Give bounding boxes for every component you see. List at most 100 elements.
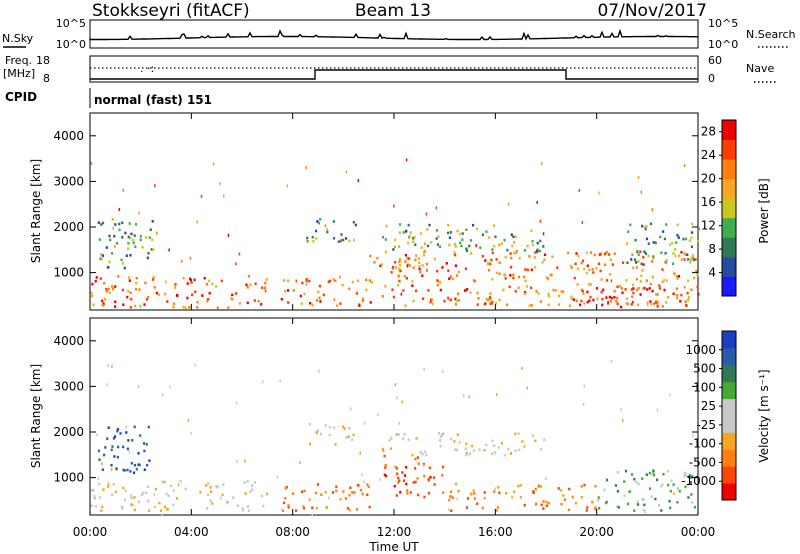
- echo-cell: [108, 260, 111, 264]
- echo-cell: [147, 499, 150, 503]
- echo-cell: [509, 252, 512, 255]
- echo-cell: [220, 279, 223, 283]
- echo-cell: [407, 438, 410, 442]
- echo-speck: [111, 364, 113, 368]
- echo-cell: [476, 502, 479, 505]
- echo-speck: [165, 280, 167, 284]
- echo-cell: [134, 304, 137, 308]
- echo-cell: [672, 252, 675, 255]
- echo-cell: [193, 278, 196, 282]
- echo-cell: [186, 296, 189, 300]
- echo-cell: [547, 292, 550, 296]
- echo-cell: [465, 451, 468, 455]
- echo-cell: [672, 483, 675, 486]
- echo-speck: [663, 278, 665, 282]
- echo-cell: [393, 245, 396, 249]
- echo-cell: [411, 453, 414, 457]
- echo-cell: [167, 494, 170, 497]
- echo-cell: [473, 497, 476, 500]
- echo-cell: [631, 266, 635, 270]
- echo-cell: [132, 238, 135, 242]
- echo-cell: [345, 237, 348, 240]
- echo-cell: [541, 261, 544, 264]
- echo-cell: [436, 243, 439, 246]
- echo-cell: [596, 297, 599, 301]
- echo-speck: [677, 487, 679, 490]
- echo-speck: [219, 182, 221, 186]
- echo-cell: [113, 234, 116, 238]
- echo-cell: [436, 229, 439, 232]
- echo-cell: [535, 249, 539, 253]
- echo-cell: [427, 478, 430, 482]
- echo-cell: [116, 455, 119, 459]
- echo-cell: [300, 490, 304, 493]
- echo-cell: [512, 276, 515, 280]
- echo-cell: [129, 503, 133, 506]
- echo-cell: [611, 263, 614, 266]
- echo-cell: [143, 449, 146, 453]
- echo-cell: [464, 447, 467, 451]
- echo-cell: [592, 298, 595, 302]
- echo-cell: [133, 508, 136, 512]
- echo-cell: [305, 278, 308, 281]
- echo-cell: [606, 279, 609, 282]
- echo-cell: [301, 281, 304, 285]
- y-tick-label: 4000: [53, 334, 84, 348]
- echo-cell: [639, 250, 642, 253]
- echo-cell: [408, 257, 411, 260]
- echo-cell: [316, 429, 319, 432]
- echo-cell: [504, 277, 507, 280]
- echo-cell: [631, 300, 634, 304]
- x-tick-label: 08:00: [275, 525, 310, 539]
- nave-tick-top: 60: [708, 54, 722, 67]
- echo-cell: [108, 291, 111, 294]
- echo-cell: [437, 235, 440, 238]
- echo-cell: [102, 302, 105, 306]
- echo-cell: [112, 437, 116, 440]
- echo-cell: [384, 474, 388, 478]
- echo-cell: [450, 509, 453, 512]
- echo-cell: [483, 491, 486, 494]
- echo-speck: [582, 402, 585, 406]
- echo-cell: [284, 487, 287, 490]
- echo-cell: [105, 290, 108, 293]
- velocity-y-ticks: 1000 2000 3000 4000: [53, 334, 698, 485]
- echo-cell: [453, 242, 456, 246]
- echo-cell: [135, 276, 138, 280]
- echo-cell: [424, 450, 427, 454]
- y-tick-label: 1000: [53, 266, 84, 280]
- echo-cell: [98, 238, 101, 241]
- echo-cell: [232, 496, 235, 500]
- echo-speck: [112, 226, 114, 230]
- echo-cell: [205, 484, 208, 487]
- echo-cell: [568, 304, 571, 307]
- echo-cell: [438, 245, 441, 248]
- echo-cell: [463, 289, 467, 292]
- echo-cell: [355, 292, 359, 295]
- echo-speck: [398, 422, 400, 425]
- echo-cell: [458, 441, 461, 444]
- echo-cell: [576, 267, 579, 271]
- echo-cell: [142, 491, 145, 495]
- echo-cell: [319, 300, 322, 303]
- echo-cell: [646, 301, 649, 304]
- echo-cell: [614, 484, 617, 487]
- echo-cell: [146, 485, 149, 489]
- echo-cell: [385, 224, 388, 228]
- echo-cell: [121, 288, 124, 292]
- echo-cell: [633, 509, 636, 512]
- echo-cell: [469, 291, 472, 294]
- echo-cell: [633, 477, 636, 481]
- echo-cell: [523, 292, 526, 295]
- echo-cell: [342, 425, 345, 429]
- x-tick-label: 00:00: [681, 525, 716, 539]
- echo-cell: [498, 243, 501, 247]
- echo-cell: [153, 286, 156, 289]
- echo-cell: [682, 237, 685, 241]
- echo-cell: [461, 238, 464, 242]
- echo-cell: [328, 425, 332, 429]
- velocity-colorbar-tick-label: -1000: [681, 474, 716, 488]
- echo-cell: [367, 485, 370, 488]
- echo-cell: [676, 234, 679, 237]
- echo-cell: [514, 251, 517, 255]
